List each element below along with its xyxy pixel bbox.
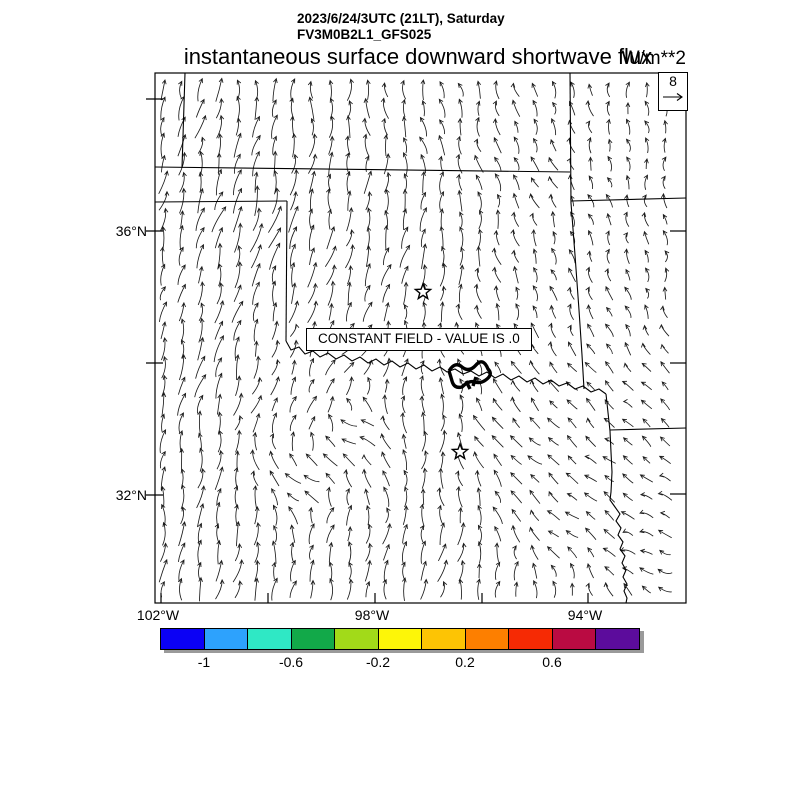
colorbar-segment-0 xyxy=(161,629,205,649)
colorbar-segment-2 xyxy=(248,629,292,649)
colorbar-segment-10 xyxy=(596,629,640,649)
units-label: W/m**2 xyxy=(621,48,686,69)
colorbar-segment-8 xyxy=(509,629,553,649)
colorbar-segment-1 xyxy=(204,629,249,649)
colorbar-segment-6 xyxy=(422,629,466,649)
colorbar-segment-5 xyxy=(378,629,423,649)
star-marker xyxy=(450,442,470,461)
colorbar xyxy=(160,628,640,650)
constant-field-annotation: CONSTANT FIELD - VALUE IS .0 xyxy=(306,328,532,351)
state-borders xyxy=(154,72,687,604)
colorbar-segment-7 xyxy=(465,629,510,649)
red-river-border xyxy=(285,340,607,395)
lake-texoma xyxy=(464,376,478,390)
plot-title: instantaneous surface downward shortwave… xyxy=(183,44,653,69)
colorbar-segment-4 xyxy=(335,629,379,649)
colorbar-segment-9 xyxy=(552,629,597,649)
star-marker xyxy=(413,282,433,301)
model-name-label: FV3M0B2L1_GFS025 xyxy=(297,27,432,42)
reference-vector-box: 8 xyxy=(658,72,688,111)
sabine-border xyxy=(609,430,628,604)
city-star-markers xyxy=(413,282,470,461)
reference-vector-value: 8 xyxy=(669,73,677,89)
colorbar-segment-3 xyxy=(291,629,336,649)
valid-time-label: 2023/6/24/3UTC (21LT), Saturday xyxy=(297,11,505,26)
lake-texoma xyxy=(447,360,492,390)
reference-arrow-icon xyxy=(663,93,683,101)
